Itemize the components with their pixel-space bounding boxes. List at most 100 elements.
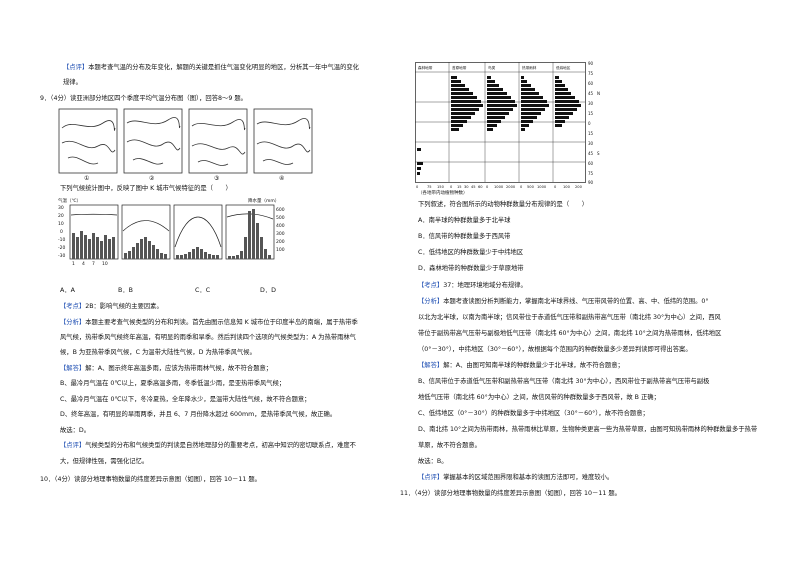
map-label-3: ③ xyxy=(214,175,219,182)
climate-tick-left-3: 0 xyxy=(60,229,63,235)
climate-charts: 气温（℃） 降水量（mm） 30 20 10 0 -10 -20 -30 600… xyxy=(58,197,285,267)
q9-dianping-line2: 大，但规律性强，需强化记忆。 xyxy=(60,458,149,465)
q9-jieda-line1: 【解答】解：A、图示终年高温多雨，应该为热带雨林气候，故不符合题意； xyxy=(60,365,273,372)
right-fenxi-line1: 【分析】本题考查读图分析判断能力，掌握南北半球界线、气压带风带的位置、高、中、低… xyxy=(418,298,709,305)
lat-tick-1: 75 xyxy=(588,71,594,76)
q-right-stem: 下列叙述，符合图所示的动物种群数量分布规律的是（ ） xyxy=(418,201,589,208)
xa-0: 0 xyxy=(416,185,419,189)
right-fenxi-line2: 以北为北半球，以南为南半球；信风带位于赤道低气压带和副热带高气压带（南北纬 30… xyxy=(418,314,721,321)
review-top-line1: 【点评】本题考查气温的分布及年变化，解题的关键是抓住气温变化明显的地区，分析其一… xyxy=(63,64,359,71)
q-right-option-a: A．南半球的种群数量多于北半球 xyxy=(418,217,511,224)
right-jieda-line7: 故选：B。 xyxy=(418,458,448,465)
dist-chart-caption: （各地带内动植物种数） xyxy=(418,191,468,196)
climate-x-tick-10: 10 xyxy=(102,261,108,267)
xb-2: 30 xyxy=(464,185,469,189)
climate-left-axis-title: 气温（℃） xyxy=(58,197,81,204)
q11-stem: 11．（4分）读部分地理事物数量的纬度差异示意图（如图），回答 10－11 题。 xyxy=(400,490,621,497)
lat-tick-12: 90 xyxy=(588,180,594,185)
climate-tick-left-1: 20 xyxy=(58,213,64,219)
lat-tick-6: 0 xyxy=(588,121,591,126)
latitude-distribution-chart: 森林地带 苔原地带 鸟类 热带雨林 低纬地区 90 75 60 45 30 15… xyxy=(415,61,600,189)
q10-stem: 10．（4分）读部分地理事物数量的纬度差异示意图（如图），回答 10－11 题。 xyxy=(40,476,261,483)
right-fenxi-line3: 带位于副热带高气压带与副极地低气压带（南北纬 60°为中心）之间，南北纬 10°… xyxy=(418,330,722,337)
map-label-2: ② xyxy=(149,175,155,182)
q9-jieda-line2: B、最冷月气温在 0℃以上，夏季高温多雨，冬季低温少雨，是亚热带季风气候； xyxy=(60,380,286,387)
right-jieda-line2: B、信风带位于赤道低气压带和副热带高气压带（南北纬 30°为中心），西风带位于副… xyxy=(418,378,710,385)
xb-3: 45 xyxy=(471,185,476,189)
lat-tick-2: 60 xyxy=(588,81,594,86)
col-label-4: 热带雨林 xyxy=(522,65,537,70)
lat-tick-3: 45 xyxy=(588,91,594,96)
right-dianping: 【点评】掌握基本的区域范围界限和基本的读图方法即可，难度较小。 xyxy=(418,474,614,481)
climate-tick-left-2: 10 xyxy=(58,221,64,227)
xe-0: 0 xyxy=(554,185,557,189)
climate-x-tick-7: 7 xyxy=(92,261,95,267)
lat-tick-5: 15 xyxy=(588,111,594,116)
map-1 xyxy=(58,108,118,174)
map-2 xyxy=(123,108,183,174)
xc-2: 2000 xyxy=(506,185,516,189)
q-right-option-c: C．低纬地区的种群数量少于中纬地区 xyxy=(418,249,524,256)
q9-dianping-line1: 【点评】气候类型的分布和气候类型的判读是自然地理部分的重要考点，初高中知识的密切… xyxy=(60,442,356,449)
map-label-1: ① xyxy=(84,175,89,182)
right-jieda-line3: 地低气压带（南北纬 60°为中心）之间，故信风带的种群数量多于西风带，故 B 正… xyxy=(418,394,660,401)
lat-tick-10: 60 xyxy=(588,161,594,166)
climate-tick-left-6: -30 xyxy=(58,253,65,259)
xb-1: 15 xyxy=(457,185,462,189)
q9-jieda-line4: D、终年高温，有明显的旱雨两季，并且 6、7 月份降水超过 600mm，是热带季… xyxy=(60,411,337,418)
lat-tick-4: 30 xyxy=(588,101,594,106)
xe-1: 100 xyxy=(563,185,571,189)
xe-2: 200 xyxy=(575,185,583,189)
climate-tick-left-4: -10 xyxy=(58,237,65,243)
q9-option-d: D．D xyxy=(260,287,276,294)
right-jieda-line6: 草原，故不符合题意。 xyxy=(418,442,481,449)
xd-0: 0 xyxy=(520,185,523,189)
climate-tick-right-3: 300 xyxy=(276,231,285,237)
col-label-5: 低纬地区 xyxy=(556,65,571,70)
q9-sub-question: 下列气候统计图中，反映了图中 K 城市气候特征的是（ ） xyxy=(60,185,232,192)
right-fenxi-line4: （0°－30°），中纬地区（30°－60°），故根据每个范围内的种群数量多少差异… xyxy=(418,346,692,353)
lat-tick-8: 30 xyxy=(588,141,594,146)
climate-tick-right-4: 200 xyxy=(276,239,285,245)
right-jieda-line4: C、低纬地区（0°－30°）的种群数量多于中纬地区（30°－60°），故不符合题… xyxy=(418,410,649,417)
q9-stem: 9．（4分）读亚洲部分地区四个季度平均气温分布图（图），回答8～9 题。 xyxy=(40,95,247,102)
climate-tick-left-5: -20 xyxy=(58,245,65,251)
lat-tick-7: 15 xyxy=(588,131,594,136)
q9-fenxi-line2: 风气候，热带季风气候终年高温，有明显的雨季和旱季。然后判读四个选项的气候类型为：… xyxy=(60,334,356,341)
right-jieda-line1: 【解答】解：A、由图可知南半球的种群数量少于北半球，故不符合题意； xyxy=(418,362,624,369)
q9-option-a: A．A xyxy=(60,287,75,294)
map-3 xyxy=(188,108,248,174)
lat-tick-0: 90 xyxy=(588,61,594,66)
q9-option-c: C．C xyxy=(195,287,211,294)
q9-option-b: B．B xyxy=(118,287,133,294)
col-label-2: 苔原地带 xyxy=(452,65,467,70)
hemi-n: N xyxy=(597,91,600,96)
q-right-option-d: D．森林地带的种群数量少于草原地带 xyxy=(418,265,524,272)
col-label-3: 鸟类 xyxy=(488,65,496,70)
climate-x-tick-4: 4 xyxy=(82,261,85,267)
xa-2: 150 xyxy=(437,185,445,189)
xb-0: 0 xyxy=(450,185,453,189)
col-label-1: 森林地带 xyxy=(418,65,433,70)
climate-tick-right-1: 500 xyxy=(276,215,285,221)
q9-fenxi-line1: 【分析】本题主要考查气候类型的分布和判读。首先由图示信息知 K 城市位于印度半岛… xyxy=(60,319,358,326)
climate-tick-left-0: 30 xyxy=(58,205,64,211)
q9-jieda-line3: C、最冷月气温在 0℃以下，冬冷夏热，全年降水少，是温带大陆性气候，故不符合题意… xyxy=(60,396,311,403)
xb-4: 60 xyxy=(478,185,483,189)
hemi-s: S xyxy=(597,151,600,156)
lat-tick-11: 75 xyxy=(588,171,594,176)
review-top-line2: 规律。 xyxy=(63,79,82,86)
right-kaodian: 【考点】37：地理环境地域分布规律。 xyxy=(418,282,527,289)
climate-tick-right-5: 100 xyxy=(276,247,285,253)
q9-kaodian: 【考点】2B：影响气候的主要因素。 xyxy=(60,303,163,310)
map-4 xyxy=(253,108,313,174)
right-jieda-line5: D、南北纬 10°之间为热带雨林，热带雨林比草原，生物种类更高一些为热带草原，由… xyxy=(418,426,758,433)
q-right-option-b: B．信风带的种群数量多于西风带 xyxy=(418,233,511,240)
xc-1: 1000 xyxy=(494,185,504,189)
xc-0: 0 xyxy=(486,185,489,189)
climate-tick-right-0: 600 xyxy=(276,207,285,213)
isotherm-maps: ① ② ③ ④ xyxy=(58,108,313,182)
climate-tick-right-2: 400 xyxy=(276,223,285,229)
climate-x-tick-1: 1 xyxy=(72,261,75,267)
xd-2: 1000 xyxy=(537,185,547,189)
